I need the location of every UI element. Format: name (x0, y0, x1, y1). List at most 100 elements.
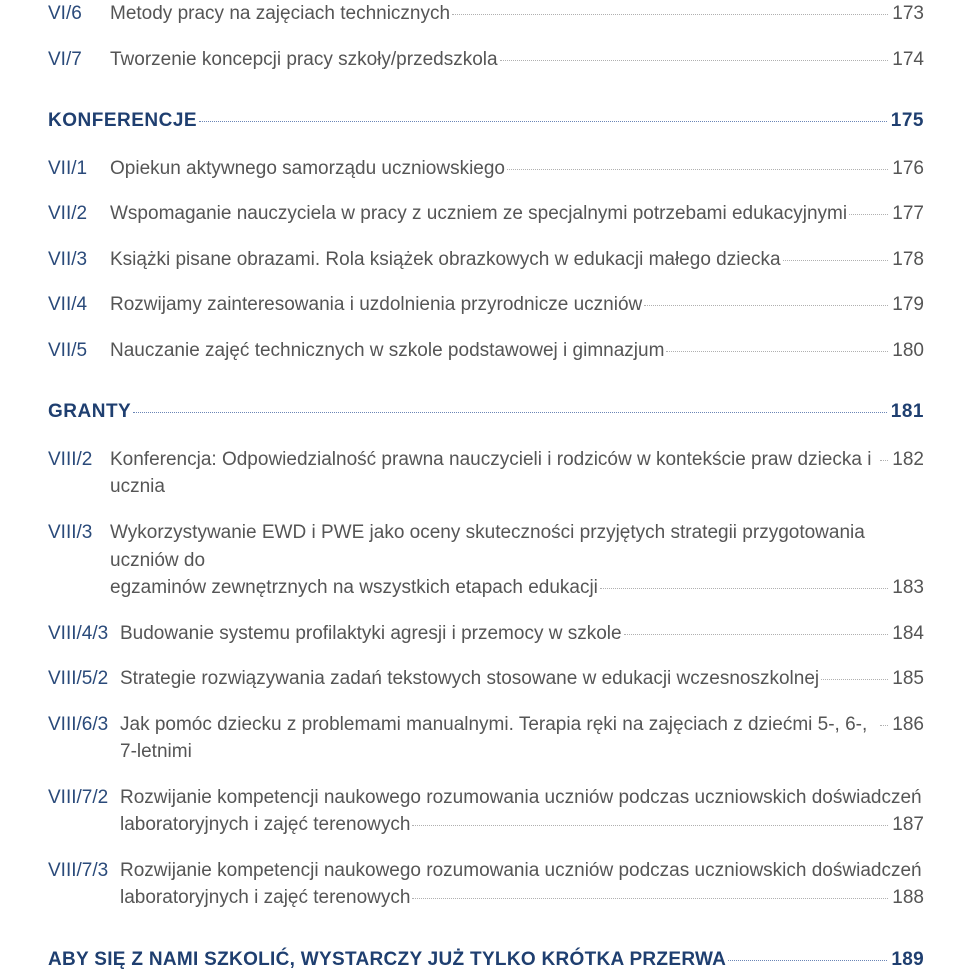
toc-row: VIII/4/3 Budowanie systemu profilaktyki … (48, 620, 924, 648)
toc-label-wrap: Budowanie systemu profilaktyki agresji i… (120, 620, 890, 648)
toc-page: 180 (890, 337, 924, 365)
toc-row: VIII/2 Konferencja: Odpowiedzialność pra… (48, 446, 924, 501)
toc-row: VII/2 Wspomaganie nauczyciela w pracy z … (48, 200, 924, 228)
toc-code: VII/5 (48, 337, 110, 365)
toc-label-wrap: Wspomaganie nauczyciela w pracy z ucznie… (110, 200, 890, 228)
toc-row: VIII/5/2 Strategie rozwiązywania zadań t… (48, 665, 924, 693)
toc-page: 177 (890, 200, 924, 228)
toc-label-wrap: GRANTY (48, 398, 889, 426)
toc-section-heading: KONFERENCJE 175 (48, 107, 924, 135)
toc-code: VI/6 (48, 0, 110, 28)
toc-page: 176 (890, 155, 924, 183)
dot-leader (507, 151, 888, 170)
toc-page: 174 (890, 46, 924, 74)
dot-leader (500, 42, 889, 61)
footer-title: ABY SIĘ Z NAMI SZKOLIĆ, WYSTARCZY JUŻ TY… (48, 946, 726, 974)
toc-code: VII/2 (48, 200, 110, 228)
table-of-contents: VI/6 Metody pracy na zajęciach techniczn… (48, 0, 924, 974)
dot-leader (644, 287, 888, 306)
toc-page: 184 (890, 620, 924, 648)
toc-page: 187 (890, 811, 924, 839)
toc-label-wrap: Tworzenie koncepcji pracy szkoły/przedsz… (110, 46, 890, 74)
toc-row: VIII/7/3 Rozwijanie kompetencji naukoweg… (48, 857, 924, 912)
toc-row: VI/7 Tworzenie koncepcji pracy szkoły/pr… (48, 46, 924, 74)
toc-label-wrap: Nauczanie zajęć technicznych w szkole po… (110, 337, 890, 365)
toc-label-wrap: Rozwijanie kompetencji naukowego rozumow… (120, 784, 924, 839)
dot-leader (783, 242, 889, 261)
toc-label-wrap: Rozwijanie kompetencji naukowego rozumow… (120, 857, 924, 912)
toc-page: 179 (890, 291, 924, 319)
toc-label-wrap: Strategie rozwiązywania zadań tekstowych… (120, 665, 890, 693)
dot-leader (880, 707, 888, 726)
dot-leader (133, 394, 887, 413)
toc-label: Budowanie systemu profilaktyki agresji i… (120, 620, 622, 648)
toc-code: VIII/7/3 (48, 857, 120, 885)
toc-label-cont: egzaminów zewnętrznych na wszystkich eta… (110, 574, 598, 602)
toc-label-wrap: Wykorzystywanie EWD i PWE jako oceny sku… (110, 519, 924, 602)
dot-leader (728, 942, 887, 961)
toc-page: 186 (890, 711, 924, 739)
toc-code: VII/1 (48, 155, 110, 183)
toc-label-wrap: ABY SIĘ Z NAMI SZKOLIĆ, WYSTARCZY JUŻ TY… (48, 946, 889, 974)
section-title: KONFERENCJE (48, 107, 197, 135)
toc-code: VIII/4/3 (48, 620, 120, 648)
toc-code: VII/3 (48, 246, 110, 274)
toc-row: VII/4 Rozwijamy zainteresowania i uzdoln… (48, 291, 924, 319)
toc-label: Rozwijamy zainteresowania i uzdolnienia … (110, 291, 642, 319)
toc-code: VIII/5/2 (48, 665, 120, 693)
toc-section-heading: GRANTY 181 (48, 398, 924, 426)
section-title: GRANTY (48, 398, 131, 426)
toc-label: Opiekun aktywnego samorządu uczniowskieg… (110, 155, 505, 183)
toc-page: 178 (890, 246, 924, 274)
toc-label-wrap: Rozwijamy zainteresowania i uzdolnienia … (110, 291, 890, 319)
dot-leader (624, 616, 889, 635)
toc-label: Wykorzystywanie EWD i PWE jako oceny sku… (110, 519, 924, 574)
toc-page: 183 (890, 574, 924, 602)
toc-label-wrap: Opiekun aktywnego samorządu uczniowskieg… (110, 155, 890, 183)
toc-label-wrap: Książki pisane obrazami. Rola książek ob… (110, 246, 890, 274)
toc-page: 181 (889, 398, 924, 426)
toc-label-cont: laboratoryjnych i zajęć terenowych (120, 884, 410, 912)
dot-leader (821, 661, 888, 680)
dot-leader (666, 333, 888, 352)
toc-row: VIII/6/3 Jak pomóc dziecku z problemami … (48, 711, 924, 766)
toc-code: VIII/6/3 (48, 711, 120, 739)
toc-code: VIII/7/2 (48, 784, 120, 812)
toc-label-wrap: Konferencja: Odpowiedzialność prawna nau… (110, 446, 890, 501)
dot-leader (412, 807, 888, 826)
toc-label-wrap: Metody pracy na zajęciach technicznych (110, 0, 890, 28)
toc-label: Tworzenie koncepcji pracy szkoły/przedsz… (110, 46, 498, 74)
toc-code: VIII/2 (48, 446, 110, 474)
dot-leader (412, 880, 888, 899)
dot-leader (199, 103, 887, 122)
toc-label: Nauczanie zajęć technicznych w szkole po… (110, 337, 664, 365)
toc-label: Jak pomóc dziecku z problemami manualnym… (120, 711, 878, 766)
toc-code: VII/4 (48, 291, 110, 319)
toc-label: Książki pisane obrazami. Rola książek ob… (110, 246, 781, 274)
toc-label: Strategie rozwiązywania zadań tekstowych… (120, 665, 819, 693)
toc-row: VII/1 Opiekun aktywnego samorządu ucznio… (48, 155, 924, 183)
toc-page: 173 (890, 0, 924, 28)
toc-page: 188 (890, 884, 924, 912)
toc-label-cont: laboratoryjnych i zajęć terenowych (120, 811, 410, 839)
toc-row: VII/5 Nauczanie zajęć technicznych w szk… (48, 337, 924, 365)
toc-label: Metody pracy na zajęciach technicznych (110, 0, 450, 28)
toc-code: VIII/3 (48, 519, 110, 547)
toc-row: VI/6 Metody pracy na zajęciach techniczn… (48, 0, 924, 28)
toc-page: 175 (889, 107, 924, 135)
toc-row: VIII/3 Wykorzystywanie EWD i PWE jako oc… (48, 519, 924, 602)
toc-page: 189 (889, 946, 924, 974)
toc-row: VII/3 Książki pisane obrazami. Rola ksią… (48, 246, 924, 274)
toc-label: Wspomaganie nauczyciela w pracy z ucznie… (110, 200, 847, 228)
toc-page: 182 (890, 446, 924, 474)
toc-page: 185 (890, 665, 924, 693)
dot-leader (600, 570, 888, 589)
dot-leader (880, 442, 888, 461)
toc-footer-heading: ABY SIĘ Z NAMI SZKOLIĆ, WYSTARCZY JUŻ TY… (48, 946, 924, 974)
toc-row: VIII/7/2 Rozwijanie kompetencji naukoweg… (48, 784, 924, 839)
dot-leader (452, 0, 888, 15)
toc-label-wrap: Jak pomóc dziecku z problemami manualnym… (120, 711, 890, 766)
dot-leader (849, 196, 888, 215)
toc-code: VI/7 (48, 46, 110, 74)
toc-label-wrap: KONFERENCJE (48, 107, 889, 135)
